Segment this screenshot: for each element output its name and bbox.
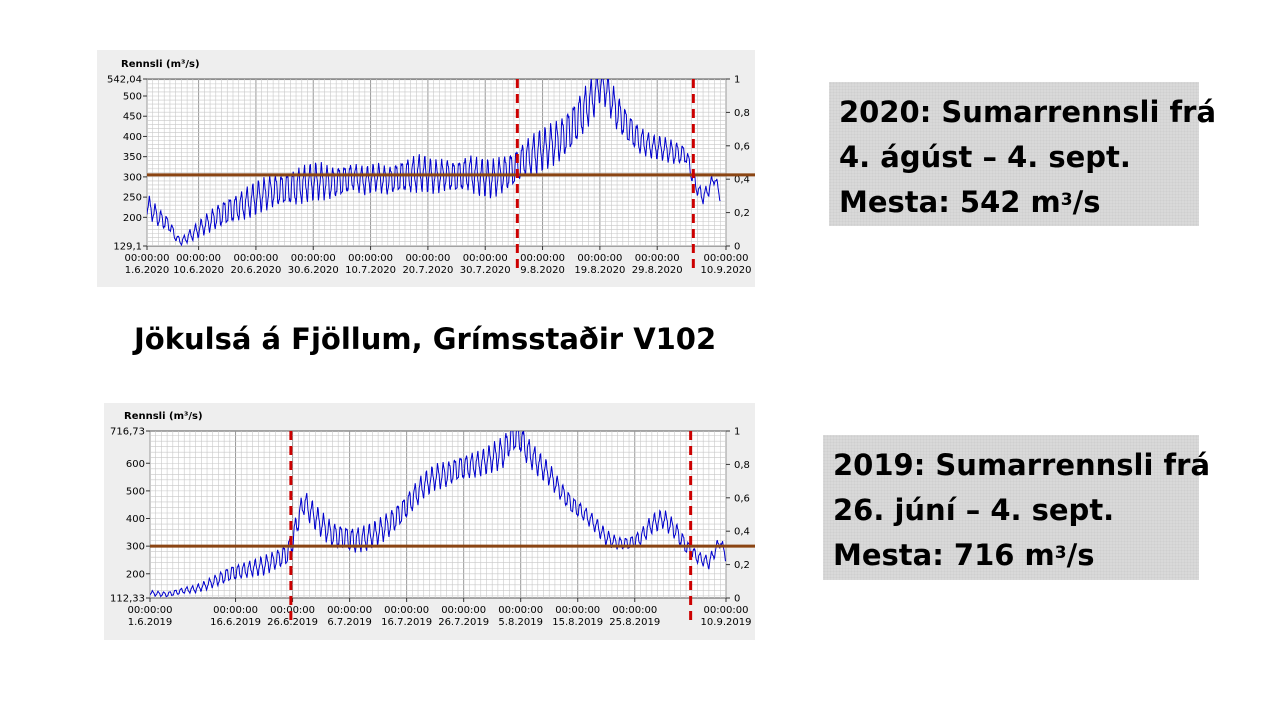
y-axis-label: Rennsli (m³/s) bbox=[124, 411, 203, 422]
x-tick-time-label: 00:00:00 bbox=[577, 253, 622, 264]
y-axis-label: Rennsli (m³/s) bbox=[121, 59, 200, 70]
y-tick-label: 300 bbox=[123, 172, 142, 183]
max-flow-text: Mesta: 542 m bbox=[839, 185, 1061, 219]
y-tick-label: 450 bbox=[123, 112, 142, 123]
y-tick-label: 200 bbox=[123, 213, 142, 224]
y2-tick-label: 1 bbox=[734, 75, 740, 86]
x-tick-time-label: 00:00:00 bbox=[233, 253, 278, 264]
x-tick-time-label: 00:00:00 bbox=[704, 253, 749, 264]
y-tick-label: 400 bbox=[123, 132, 142, 143]
x-tick-date-label: 25.8.2019 bbox=[609, 617, 660, 628]
x-tick-time-label: 00:00:00 bbox=[498, 605, 543, 616]
x-tick-date-label: 16.7.2019 bbox=[381, 617, 432, 628]
y2-tick-label: 0,4 bbox=[734, 527, 750, 538]
y-tick-label: 500 bbox=[126, 486, 145, 497]
x-tick-date-label: 6.7.2019 bbox=[327, 617, 372, 628]
x-tick-date-label: 5.8.2019 bbox=[498, 617, 543, 628]
summary-box-2020: 2020: Sumarrennsli frá 4. ágúst – 4. sep… bbox=[829, 82, 1217, 226]
summary-line-3: Mesta: 716 m3/s bbox=[833, 533, 1189, 578]
y-tick-label: 600 bbox=[126, 459, 145, 470]
x-tick-time-label: 00:00:00 bbox=[704, 605, 749, 616]
x-tick-time-label: 00:00:00 bbox=[612, 605, 657, 616]
y-tick-label: 542,04 bbox=[107, 75, 142, 86]
superscript: 3 bbox=[1060, 190, 1073, 210]
series-line-discharge bbox=[150, 431, 726, 598]
x-tick-time-label: 00:00:00 bbox=[348, 253, 393, 264]
y2-tick-label: 0,2 bbox=[734, 560, 750, 571]
x-tick-date-label: 19.8.2020 bbox=[574, 265, 625, 276]
chart-panel-2020: Rennsli (m³/s) 542,04 500 450 400 350 300 250 2… bbox=[97, 50, 755, 287]
y2-tick-label: 0,6 bbox=[734, 493, 750, 504]
x-tick-date-label: 26.7.2019 bbox=[438, 617, 489, 628]
x-tick-time-label: 00:00:00 bbox=[463, 253, 508, 264]
summary-line-2: 26. júní – 4. sept. bbox=[833, 493, 1115, 527]
x-tick-date-label: 10.9.2020 bbox=[701, 265, 752, 276]
summary-line-3: Mesta: 542 m3/s bbox=[839, 180, 1189, 225]
y-tick-label: 129,1 bbox=[113, 242, 142, 253]
x-tick-time-label: 00:00:00 bbox=[635, 253, 680, 264]
y-tick-label: 300 bbox=[126, 542, 145, 553]
max-flow-text: Mesta: 716 m bbox=[833, 538, 1055, 572]
y-tick-label: 112,33 bbox=[110, 594, 145, 605]
y2-tick-label: 0,4 bbox=[734, 175, 750, 186]
unit-suffix: /s bbox=[1072, 185, 1101, 219]
y2-tick-label: 0,2 bbox=[734, 208, 750, 219]
x-tick-time-label: 00:00:00 bbox=[125, 253, 170, 264]
summary-line-2: 4. ágúst – 4. sept. bbox=[839, 140, 1131, 174]
series-line-discharge bbox=[147, 79, 721, 246]
x-tick-time-label: 00:00:00 bbox=[441, 605, 486, 616]
x-tick-date-label: 9.8.2020 bbox=[520, 265, 565, 276]
y2-tick-label: 0,8 bbox=[734, 460, 750, 471]
y-tick-label: 350 bbox=[123, 152, 142, 163]
x-tick-date-label: 30.7.2020 bbox=[460, 265, 511, 276]
y-tick-label: 200 bbox=[126, 569, 145, 580]
x-tick-date-label: 30.6.2020 bbox=[288, 265, 339, 276]
y2-tick-label: 0,6 bbox=[734, 141, 750, 152]
y-tick-label: 250 bbox=[123, 193, 142, 204]
x-tick-time-label: 00:00:00 bbox=[405, 253, 450, 264]
summary-line-1: 2019: Sumarrennsli frá bbox=[833, 448, 1211, 482]
x-tick-time-label: 00:00:00 bbox=[327, 605, 372, 616]
x-tick-time-label: 00:00:00 bbox=[291, 253, 336, 264]
x-tick-time-label: 00:00:00 bbox=[128, 605, 173, 616]
x-tick-time-label: 00:00:00 bbox=[176, 253, 221, 264]
y2-tick-label: 0 bbox=[734, 242, 740, 253]
chart-panel-2019: Rennsli (m³/s) 716,73 600 500 400 300 200 112,… bbox=[104, 403, 755, 640]
station-title: Jökulsá á Fjöllum, Grímsstaðir V102 bbox=[134, 322, 717, 356]
x-tick-time-label: 00:00:00 bbox=[520, 253, 565, 264]
x-tick-date-label: 15.8.2019 bbox=[552, 617, 603, 628]
x-tick-date-label: 10.6.2020 bbox=[173, 265, 224, 276]
y-tick-label: 500 bbox=[123, 92, 142, 103]
x-tick-date-label: 1.6.2019 bbox=[128, 617, 173, 628]
x-tick-date-label: 16.6.2019 bbox=[210, 617, 261, 628]
x-tick-time-label: 00:00:00 bbox=[270, 605, 315, 616]
superscript: 3 bbox=[1054, 543, 1067, 563]
unit-suffix: /s bbox=[1066, 538, 1095, 572]
summary-box-2019: 2019: Sumarrennsli frá 26. júní – 4. sep… bbox=[823, 435, 1211, 580]
x-tick-date-label: 20.7.2020 bbox=[402, 265, 453, 276]
y2-tick-label: 0 bbox=[734, 594, 740, 605]
x-tick-date-label: 20.6.2020 bbox=[230, 265, 281, 276]
x-tick-date-label: 1.6.2020 bbox=[125, 265, 170, 276]
chart-2019-svg: 716,73 600 500 400 300 200 112,33 1 0,8 0,6 0,4 0,2… bbox=[110, 427, 755, 628]
x-tick-date-label: 10.7.2020 bbox=[345, 265, 396, 276]
x-tick-date-label: 26.6.2019 bbox=[267, 617, 318, 628]
y2-tick-label: 1 bbox=[734, 427, 740, 438]
x-tick-date-label: 29.8.2020 bbox=[632, 265, 683, 276]
x-tick-date-label: 10.9.2019 bbox=[701, 617, 752, 628]
summary-line-1: 2020: Sumarrennsli frá bbox=[839, 95, 1217, 129]
plot-area bbox=[149, 430, 727, 599]
x-tick-time-label: 00:00:00 bbox=[555, 605, 600, 616]
chart-2020-svg: 542,04 500 450 400 350 300 250 200 129,1 1 0,8 0,6 0… bbox=[107, 75, 755, 276]
y2-tick-label: 0,8 bbox=[734, 108, 750, 119]
y-tick-label: 716,73 bbox=[110, 427, 145, 438]
x-tick-time-label: 00:00:00 bbox=[213, 605, 258, 616]
x-tick-time-label: 00:00:00 bbox=[384, 605, 429, 616]
y-tick-label: 400 bbox=[126, 514, 145, 525]
